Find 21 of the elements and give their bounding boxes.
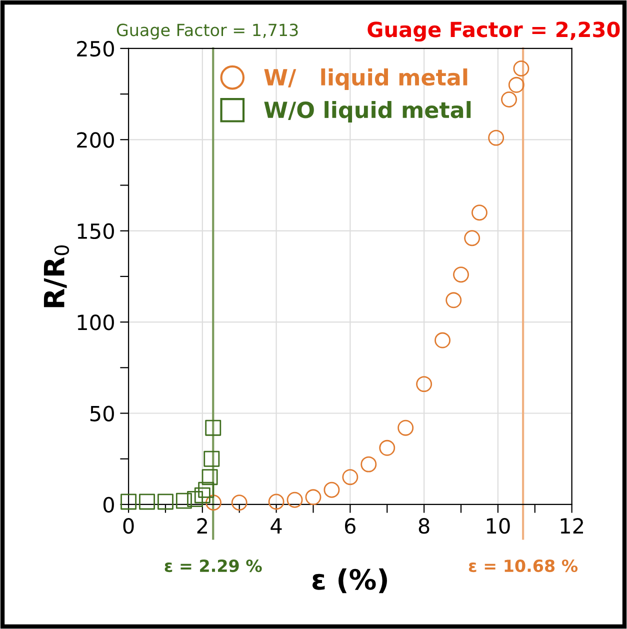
legend-label: W/ liquid metal: [264, 68, 468, 90]
x-tick-label: 8: [418, 518, 430, 534]
y-axis-title: R/R$_{0}$: [44, 245, 70, 308]
ref-line-label: ε = 2.29 %: [164, 559, 262, 572]
y-tick-label: 50: [90, 406, 114, 422]
y-tick-label: 200: [77, 132, 114, 148]
legend-label: W/O liquid metal: [264, 101, 471, 123]
x-tick-label: 2: [197, 518, 207, 534]
x-tick-label: 12: [560, 518, 583, 534]
text: Guage Factor = 1,713: [116, 24, 298, 40]
text: Guage Factor = 2,230: [368, 22, 620, 42]
y-tick-label: 100: [78, 314, 114, 330]
y-tick-label: 0: [103, 496, 114, 513]
x-tick-label: 10: [486, 518, 510, 534]
y-tick-label: 250: [77, 40, 114, 57]
x-tick-label: 6: [345, 518, 356, 534]
x-tick-label: 4: [270, 518, 282, 534]
x-axis-title: ε (%): [312, 568, 387, 594]
ref-line-label: ε = 10.68 %: [468, 559, 578, 572]
y-tick-label: 150: [78, 223, 114, 240]
x-tick-label: 0: [123, 518, 134, 534]
